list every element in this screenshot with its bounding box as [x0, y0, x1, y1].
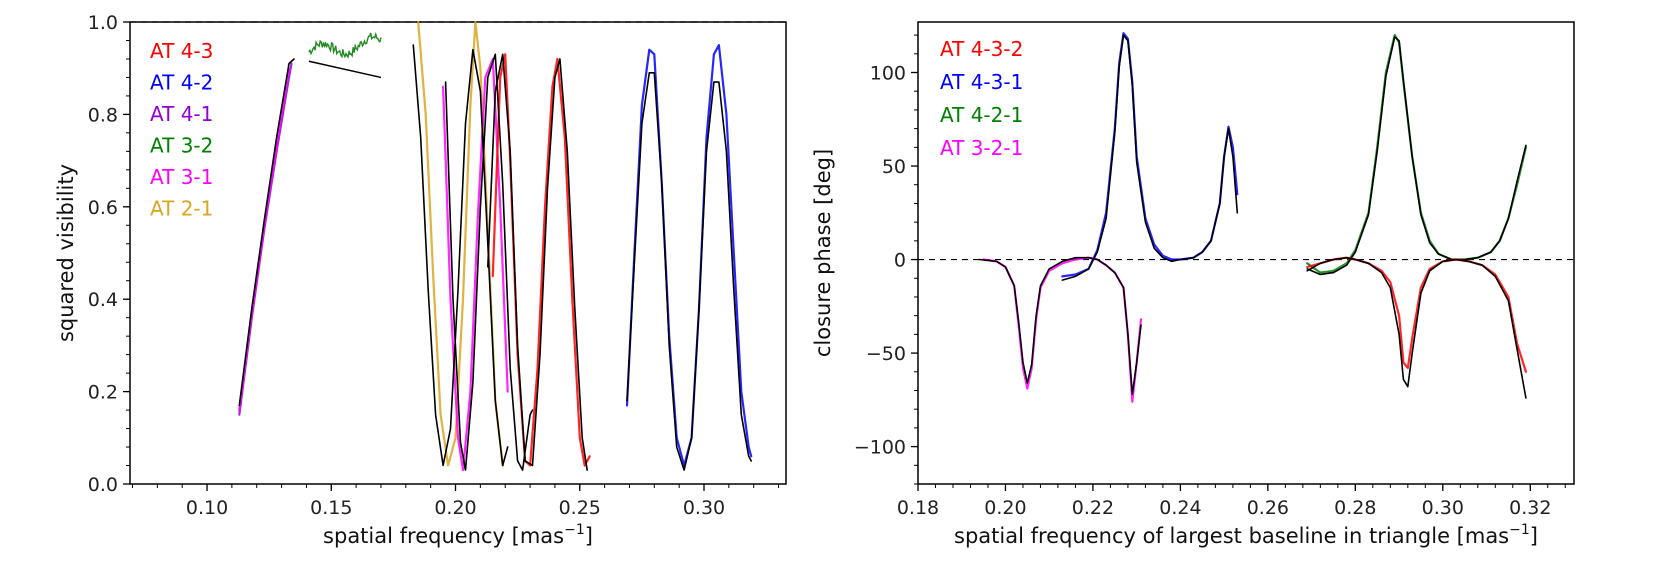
left-xlabel: spatial frequency [mas−1] — [323, 522, 593, 548]
right-plot-frame — [917, 21, 1575, 485]
left-series-line — [238, 62, 293, 416]
left-legend-entry: AT 2-1 — [150, 197, 213, 221]
right-ytick-label: 50 — [882, 156, 906, 178]
left-series-line — [626, 72, 752, 471]
left-ytick-label: 0.8 — [88, 104, 118, 126]
left-ytick-label: 0.0 — [88, 474, 118, 496]
left-ytick-label: 0.2 — [88, 382, 118, 404]
left-series-line — [491, 53, 591, 467]
left-legend-entry: AT 3-2 — [150, 134, 213, 158]
inset-noisy-trace — [308, 31, 382, 59]
right-ylabel: closure phase [deg] — [811, 149, 835, 357]
right-legend-entry: AT 4-2-1 — [940, 103, 1023, 127]
right-plot-panel: 0.18 0.20 0.22 0.24 0.26 0.28 0.30 0.32 −100 −50 0… — [811, 21, 1575, 548]
left-plot-frame — [129, 21, 787, 485]
left-ylabel: squared visibility — [54, 164, 78, 342]
right-ytick-label: 100 — [870, 63, 906, 85]
right-xtick-label: 0.22 — [1072, 497, 1114, 519]
right-xtick-label: 0.30 — [1422, 497, 1464, 519]
right-xtick-label: 0.26 — [1247, 497, 1289, 519]
right-series-line — [1306, 256, 1527, 399]
right-legend-entry: AT 3-2-1 — [940, 136, 1023, 160]
left-xtick-label: 0.15 — [310, 497, 352, 519]
left-legend-entry: AT 3-1 — [150, 165, 213, 189]
right-xtick-label: 0.18 — [897, 497, 939, 519]
right-xlabel: spatial frequency of largest baseline in… — [954, 522, 1538, 548]
left-xtick-label: 0.30 — [683, 497, 725, 519]
right-xtick-label: 0.20 — [984, 497, 1026, 519]
right-series-line — [1306, 34, 1527, 274]
inset-trend-line — [308, 60, 382, 79]
right-series-line — [1061, 34, 1239, 281]
right-xtick-label: 0.24 — [1159, 497, 1201, 519]
right-ytick-label: −100 — [854, 437, 906, 459]
left-ytick-label: 1.0 — [88, 12, 118, 34]
right-series-line — [978, 256, 1142, 395]
left-series-line — [412, 44, 509, 467]
right-ytick-label: −50 — [866, 343, 906, 365]
right-legend-entry: AT 4-3-1 — [940, 70, 1023, 94]
left-ytick-label: 0.6 — [88, 197, 118, 219]
left-ytick-label: 0.4 — [88, 289, 118, 311]
left-series-line — [238, 67, 291, 412]
left-xtick-label: 0.25 — [559, 497, 601, 519]
left-plot-panel: 0.10 0.15 0.20 0.25 0.30 0.0 0.2 0.4 0.6 0.8 1.0 A… — [54, 12, 787, 548]
left-xtick-label: 0.10 — [186, 497, 228, 519]
left-xtick-label: 0.20 — [434, 497, 476, 519]
left-series-line — [487, 53, 588, 471]
right-ytick-label: 0 — [894, 250, 906, 272]
right-xtick-label: 0.32 — [1509, 497, 1551, 519]
left-legend-entry: AT 4-1 — [150, 102, 213, 126]
right-legend-entry: AT 4-3-2 — [940, 37, 1023, 61]
left-legend-entry: AT 4-3 — [150, 39, 213, 63]
left-series-line — [238, 58, 295, 407]
left-series-line — [444, 53, 534, 471]
left-legend-entry: AT 4-2 — [150, 71, 213, 95]
right-xtick-label: 0.28 — [1334, 497, 1376, 519]
right-series-line — [1306, 36, 1527, 276]
